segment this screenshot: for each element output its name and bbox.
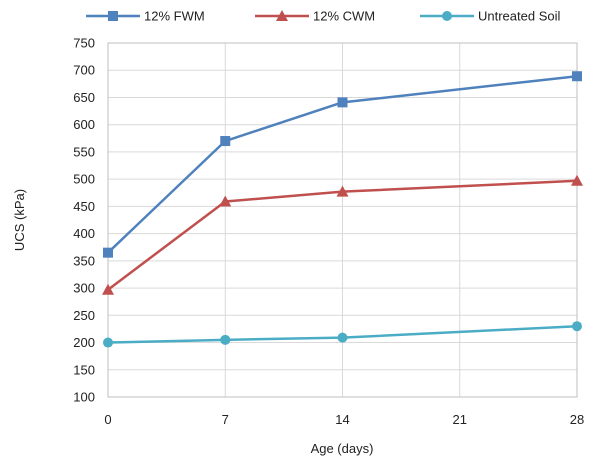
series <box>102 71 583 348</box>
data-point <box>220 136 231 147</box>
y-tick-label: 450 <box>73 199 95 214</box>
series-0 <box>103 71 582 258</box>
y-tick-label: 150 <box>73 362 95 377</box>
x-tick-label: 14 <box>335 412 349 427</box>
x-tick-label: 28 <box>570 412 584 427</box>
data-point <box>336 185 349 197</box>
legend-marker <box>276 10 288 21</box>
data-point <box>572 71 582 82</box>
legend-label: Untreated Soil <box>478 9 560 24</box>
legend-marker <box>442 11 452 21</box>
y-tick-label: 100 <box>73 390 95 405</box>
tick-labels: 100 150 200 250 300 350 400 450 500 550 600 650 700 7… <box>73 36 584 428</box>
y-axis-title: UCS (kPa) <box>12 189 27 251</box>
y-tick-label: 250 <box>73 308 95 323</box>
series-2 <box>103 321 582 348</box>
data-point <box>337 97 348 108</box>
x-tick-label: 21 <box>453 412 467 427</box>
y-tick-label: 700 <box>73 63 95 78</box>
data-point <box>219 195 232 207</box>
y-tick-label: 650 <box>73 90 95 105</box>
x-axis-title: Age (days) <box>311 441 374 456</box>
y-tick-label: 750 <box>73 36 95 51</box>
data-point <box>572 321 582 332</box>
plot-frame <box>107 42 578 398</box>
data-point <box>103 247 113 258</box>
y-tick-label: 350 <box>73 253 95 268</box>
legend-item: 12% FWM <box>86 9 205 24</box>
x-tick-label: 7 <box>222 412 229 427</box>
series-line <box>107 324 578 344</box>
legend-label: 12% FWM <box>144 9 205 24</box>
legend-marker <box>108 11 118 21</box>
data-point <box>337 332 348 343</box>
legend: 12% FWM 12% CWM Untreated Soil <box>86 9 560 24</box>
series-1 <box>102 174 583 295</box>
y-tick-label: 200 <box>73 335 95 350</box>
data-point <box>571 174 583 186</box>
y-tick-label: 400 <box>73 226 95 241</box>
y-tick-label: 300 <box>73 281 95 296</box>
y-tick-label: 600 <box>73 117 95 132</box>
y-tick-label: 550 <box>73 144 95 159</box>
legend-item: Untreated Soil <box>420 9 560 24</box>
grid <box>107 42 578 398</box>
data-point <box>102 283 114 295</box>
series-line <box>107 74 578 254</box>
legend-item: 12% CWM <box>255 9 375 24</box>
series-line <box>107 179 578 291</box>
x-tick-label: 0 <box>104 412 111 427</box>
data-point <box>103 337 113 348</box>
data-point <box>220 334 231 345</box>
legend-label: 12% CWM <box>313 9 375 24</box>
y-tick-label: 500 <box>73 172 95 187</box>
